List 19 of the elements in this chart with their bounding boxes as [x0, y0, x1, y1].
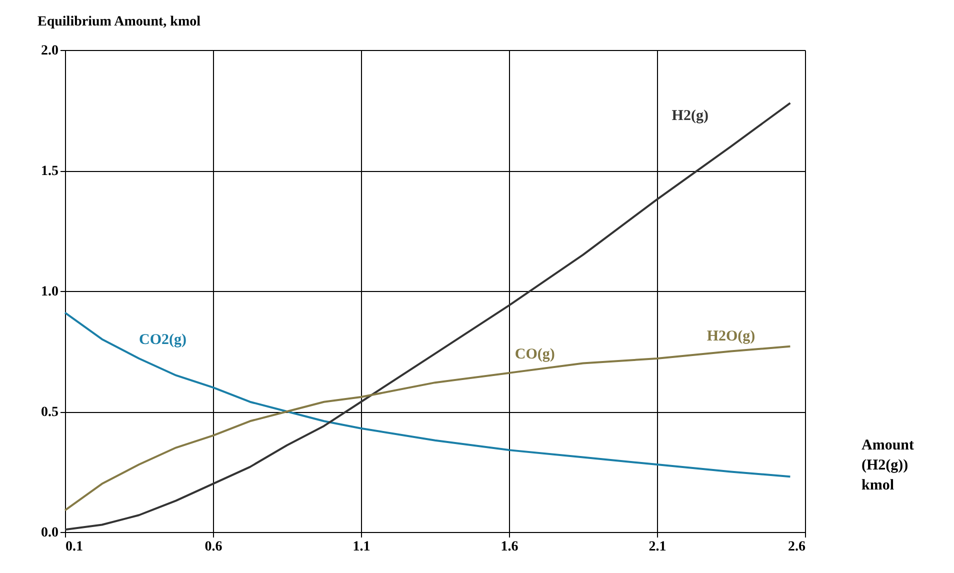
y-tick-label: 1.5 [41, 164, 58, 179]
line-series [64, 102, 792, 531]
x-tick-label: 2.6 [788, 540, 806, 554]
x-tick-label: 1.6 [500, 540, 518, 554]
y-tick-label: 2.0 [41, 44, 58, 58]
y-tick-label: 1.0 [41, 284, 58, 300]
y-axis-title: Equilibrium Amount, kmol [38, 14, 201, 30]
text: H2(g) [672, 108, 708, 124]
x-axis-title: Amount (H2(g)) kmol [862, 438, 914, 494]
y-tick-label: 0.5 [41, 405, 58, 420]
annotation: H2O(g) [706, 328, 756, 344]
x-tick-label: 2.1 [648, 540, 666, 554]
series-label: CO(g) [514, 346, 555, 363]
x-tick-label: 0.1 [66, 540, 83, 554]
series-label: CO2(g) [139, 332, 186, 348]
y-tick-label: 0.0 [41, 526, 58, 540]
line-series [64, 312, 792, 478]
x-tick-label: 0.6 [204, 540, 222, 554]
x-tick-label: 1.1 [352, 540, 370, 554]
